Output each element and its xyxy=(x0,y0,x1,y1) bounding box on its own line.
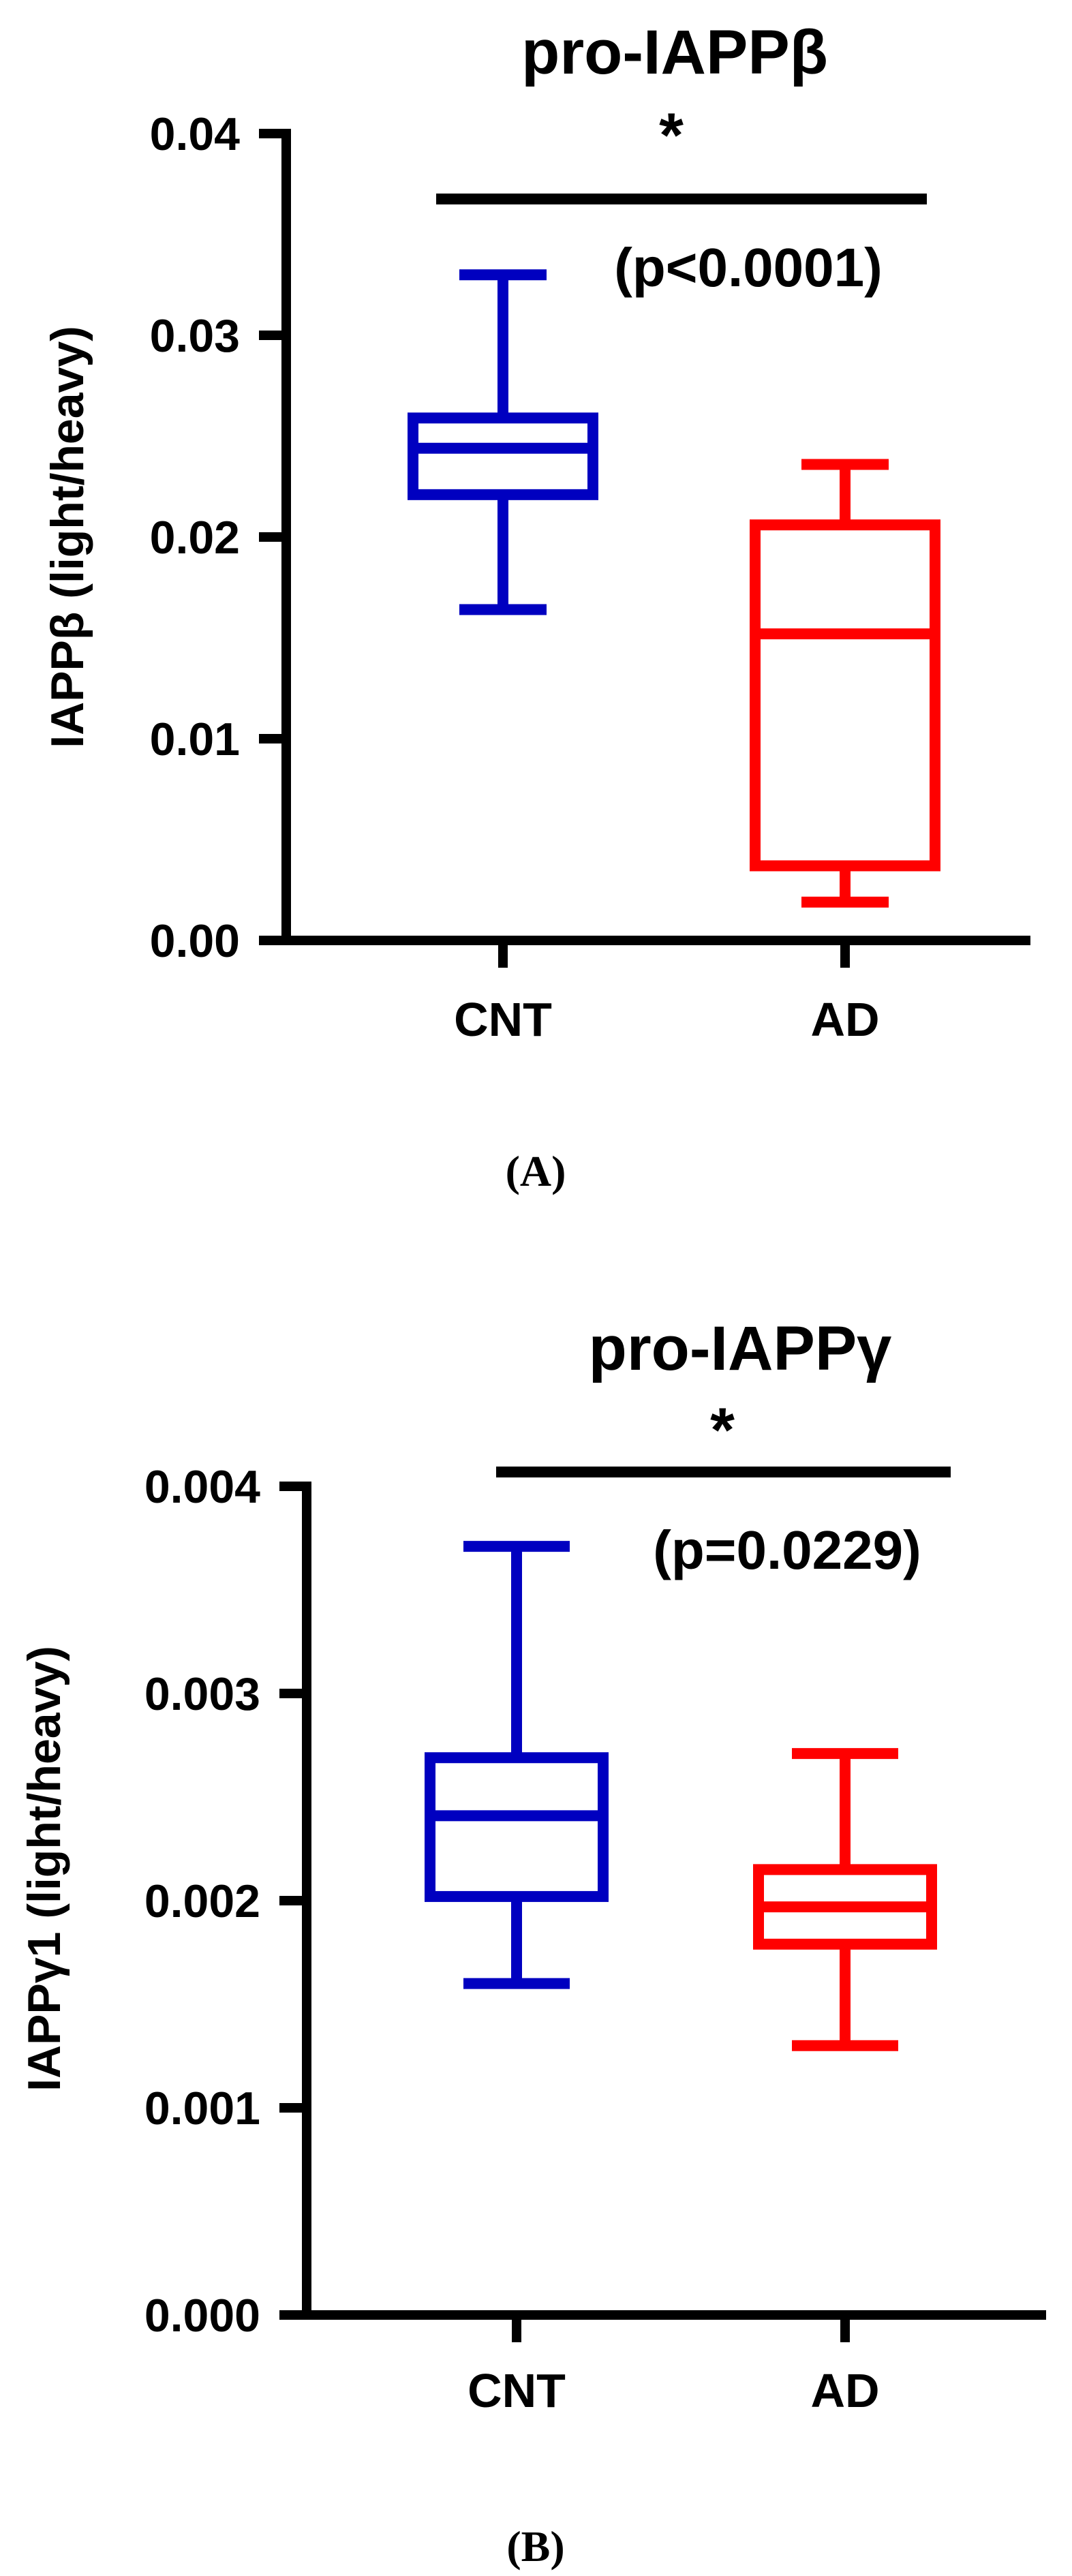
panel-a-caption: (A) xyxy=(506,1147,566,1195)
panel-b-chart: pro-IAPPγ IAPPγ1 (light/heavy) * (p=0.02… xyxy=(18,1314,1046,2571)
panel-a-y-tick-label: 0.00 xyxy=(150,915,240,967)
panel-b-significance-star: * xyxy=(710,1396,735,1465)
panel-b-p-value: (p=0.0229) xyxy=(653,1520,921,1580)
panel-a-x-tick-label: CNT xyxy=(454,993,552,1046)
panel-a-p-value: (p<0.0001) xyxy=(614,237,883,298)
panel-b-y-tick-label: 0.000 xyxy=(144,2290,260,2342)
panel-b-caption: (B) xyxy=(506,2522,564,2571)
panel-a-y-tick-label: 0.04 xyxy=(150,108,241,160)
panel-b-y-tick-label: 0.002 xyxy=(144,1875,260,1927)
panel-a-y-tick-label: 0.03 xyxy=(150,310,240,362)
panel-b-y-axis-label: IAPPγ1 (light/heavy) xyxy=(18,1646,70,2091)
panel-a-x-tick-label: AD xyxy=(810,993,879,1046)
panel-a-title: pro-IAPPβ xyxy=(521,18,828,87)
panel-b-cnt-box-iqr xyxy=(425,1752,609,1902)
panel-a-ad-box-iqr xyxy=(750,519,940,872)
panel-b-y-tick-label: 0.003 xyxy=(144,1668,260,1720)
panel-b-y-tick-label: 0.004 xyxy=(144,1461,260,1513)
panel-b-x-tick-label: AD xyxy=(810,2364,879,2417)
panel-a-y-tick-label: 0.02 xyxy=(150,512,240,564)
panel-a-y-axis-label: IAPPβ (light/heavy) xyxy=(42,326,93,748)
panel-a-cnt-box-iqr xyxy=(408,412,598,500)
panel-a-significance-star: * xyxy=(659,101,684,170)
panel-a-chart: pro-IAPPβ IAPPβ (light/heavy) * (p<0.000… xyxy=(42,18,1030,1195)
panel-a-y-tick-label: 0.01 xyxy=(150,714,240,765)
panel-b-title: pro-IAPPγ xyxy=(589,1314,892,1383)
panel-b-y-tick-label: 0.001 xyxy=(144,2083,260,2134)
panel-b-x-tick-label: CNT xyxy=(468,2364,566,2417)
